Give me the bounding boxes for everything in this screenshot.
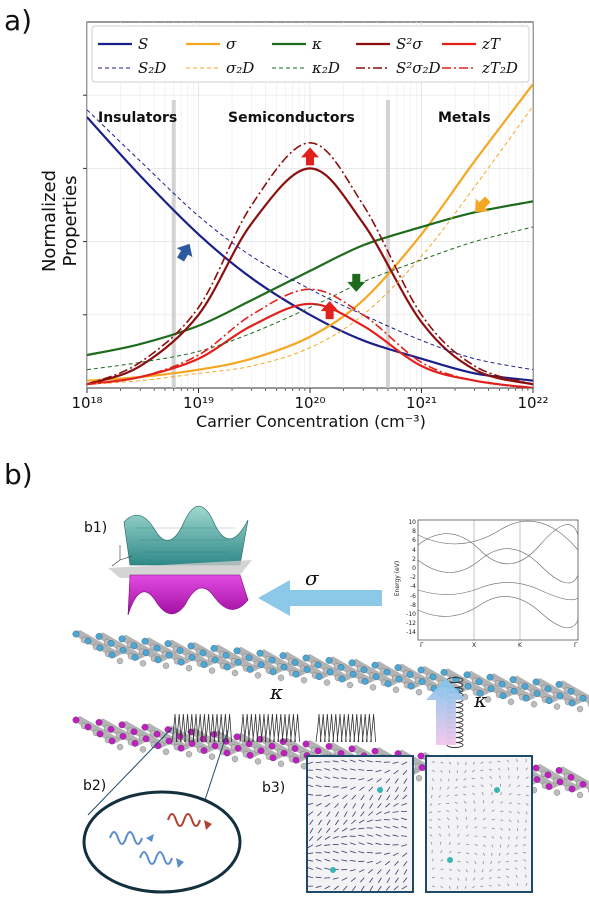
- b3-right-panel: [425, 755, 533, 893]
- sub-label-b2: b2): [83, 778, 107, 794]
- x-tick-label: 10²²: [517, 394, 548, 412]
- enhancement-arrows: [176, 147, 491, 320]
- legend-label: zT: [481, 35, 501, 53]
- region-label-semiconductors: Semiconductors: [228, 110, 355, 126]
- legend-label: κ₂D: [311, 59, 340, 77]
- phonon-scattering-inset: [82, 790, 242, 894]
- grid-lines: [87, 22, 533, 388]
- series-line-5: [87, 109, 533, 371]
- kappa-label-right: κ: [474, 688, 488, 712]
- band-energy-tick: 6: [412, 537, 416, 545]
- power-factor-enhancement-arrow: [301, 147, 319, 166]
- band-energy-tick: 0: [412, 565, 416, 572]
- band-energy-tick: -10: [406, 611, 416, 618]
- series-line-7: [87, 226, 533, 371]
- legend-label: σ₂D: [226, 59, 254, 77]
- series-line-9: [87, 288, 533, 388]
- b3-left-panel: [306, 755, 414, 893]
- series-line-6: [87, 105, 533, 385]
- region-label-insulators: Insulators: [98, 110, 178, 126]
- series-line-0: [87, 116, 533, 382]
- region-divider-1: [385, 100, 390, 388]
- band-kpoint: Γ: [420, 642, 424, 649]
- regime-dividers: [171, 100, 390, 388]
- legend-label: S²σ: [396, 35, 423, 53]
- band-energy-tick: -14: [406, 629, 416, 637]
- panel-b-label: b): [4, 458, 33, 491]
- legend-label: S: [138, 35, 148, 53]
- sigma-label: σ: [305, 566, 319, 590]
- legend-label: S₂D: [138, 59, 166, 77]
- band-structure-plot: [417, 519, 579, 641]
- band-energy-tick: -2: [410, 574, 416, 582]
- legend-label: S²σ₂D: [396, 59, 441, 77]
- legend-label: κ: [311, 35, 322, 53]
- band-energy-tick: -4: [410, 583, 416, 591]
- band-kpoint: X: [472, 642, 477, 649]
- series-line-1: [87, 83, 533, 382]
- legend-label: σ: [226, 35, 237, 53]
- legend-label: zT₂D: [481, 59, 518, 77]
- x-tick-label: 10²¹: [406, 394, 437, 412]
- x-tick-label: 10¹⁸: [71, 394, 102, 412]
- band-energy-tick: -6: [410, 592, 416, 600]
- sigma-transport-arrow: [258, 580, 382, 616]
- sub-label-b3: b3): [262, 780, 286, 796]
- x-axis-title: Carrier Concentration (cm⁻³): [196, 412, 426, 431]
- sub-label-b1: b1): [84, 520, 108, 536]
- kappa-label-middle: κ: [270, 680, 284, 704]
- band-energy-tick: 4: [412, 546, 416, 554]
- series-line-2: [87, 200, 533, 357]
- x-tick-label: 10²⁰: [294, 394, 325, 412]
- seebeck-enhancement-arrow: [176, 243, 193, 262]
- x-ticks: 10¹⁸ 10¹⁹ 10²⁰ 10²¹ 10²²: [71, 94, 549, 412]
- band-kpoint: K: [518, 642, 522, 649]
- kappa-up-arrow: [426, 678, 466, 745]
- zT-enhancement-arrow: [320, 301, 339, 320]
- sigma-change-arrow: [475, 196, 491, 213]
- series-line-3: [87, 167, 533, 386]
- band-kpoint: Γ: [574, 642, 578, 649]
- x-tick-label: 10¹⁹: [183, 394, 214, 412]
- region-label-metals: Metals: [438, 110, 491, 126]
- kappa-reduction-arrow: [347, 273, 366, 292]
- band-energy-label: Energy (eV): [394, 560, 402, 597]
- series-lines: [87, 83, 533, 388]
- region-divider-0: [171, 100, 176, 388]
- series-line-8: [87, 141, 533, 386]
- panel-a-label: a): [4, 4, 33, 37]
- band-energy-tick: 2: [412, 555, 416, 563]
- band-energy-tick: -8: [410, 601, 416, 609]
- band-energy-tick: 10: [408, 519, 416, 526]
- band-energy-tick: -12: [406, 620, 416, 628]
- band-energy-tick: 8: [412, 528, 416, 536]
- band-surface-icon: [108, 505, 252, 616]
- top-2d-layer: [72, 630, 589, 713]
